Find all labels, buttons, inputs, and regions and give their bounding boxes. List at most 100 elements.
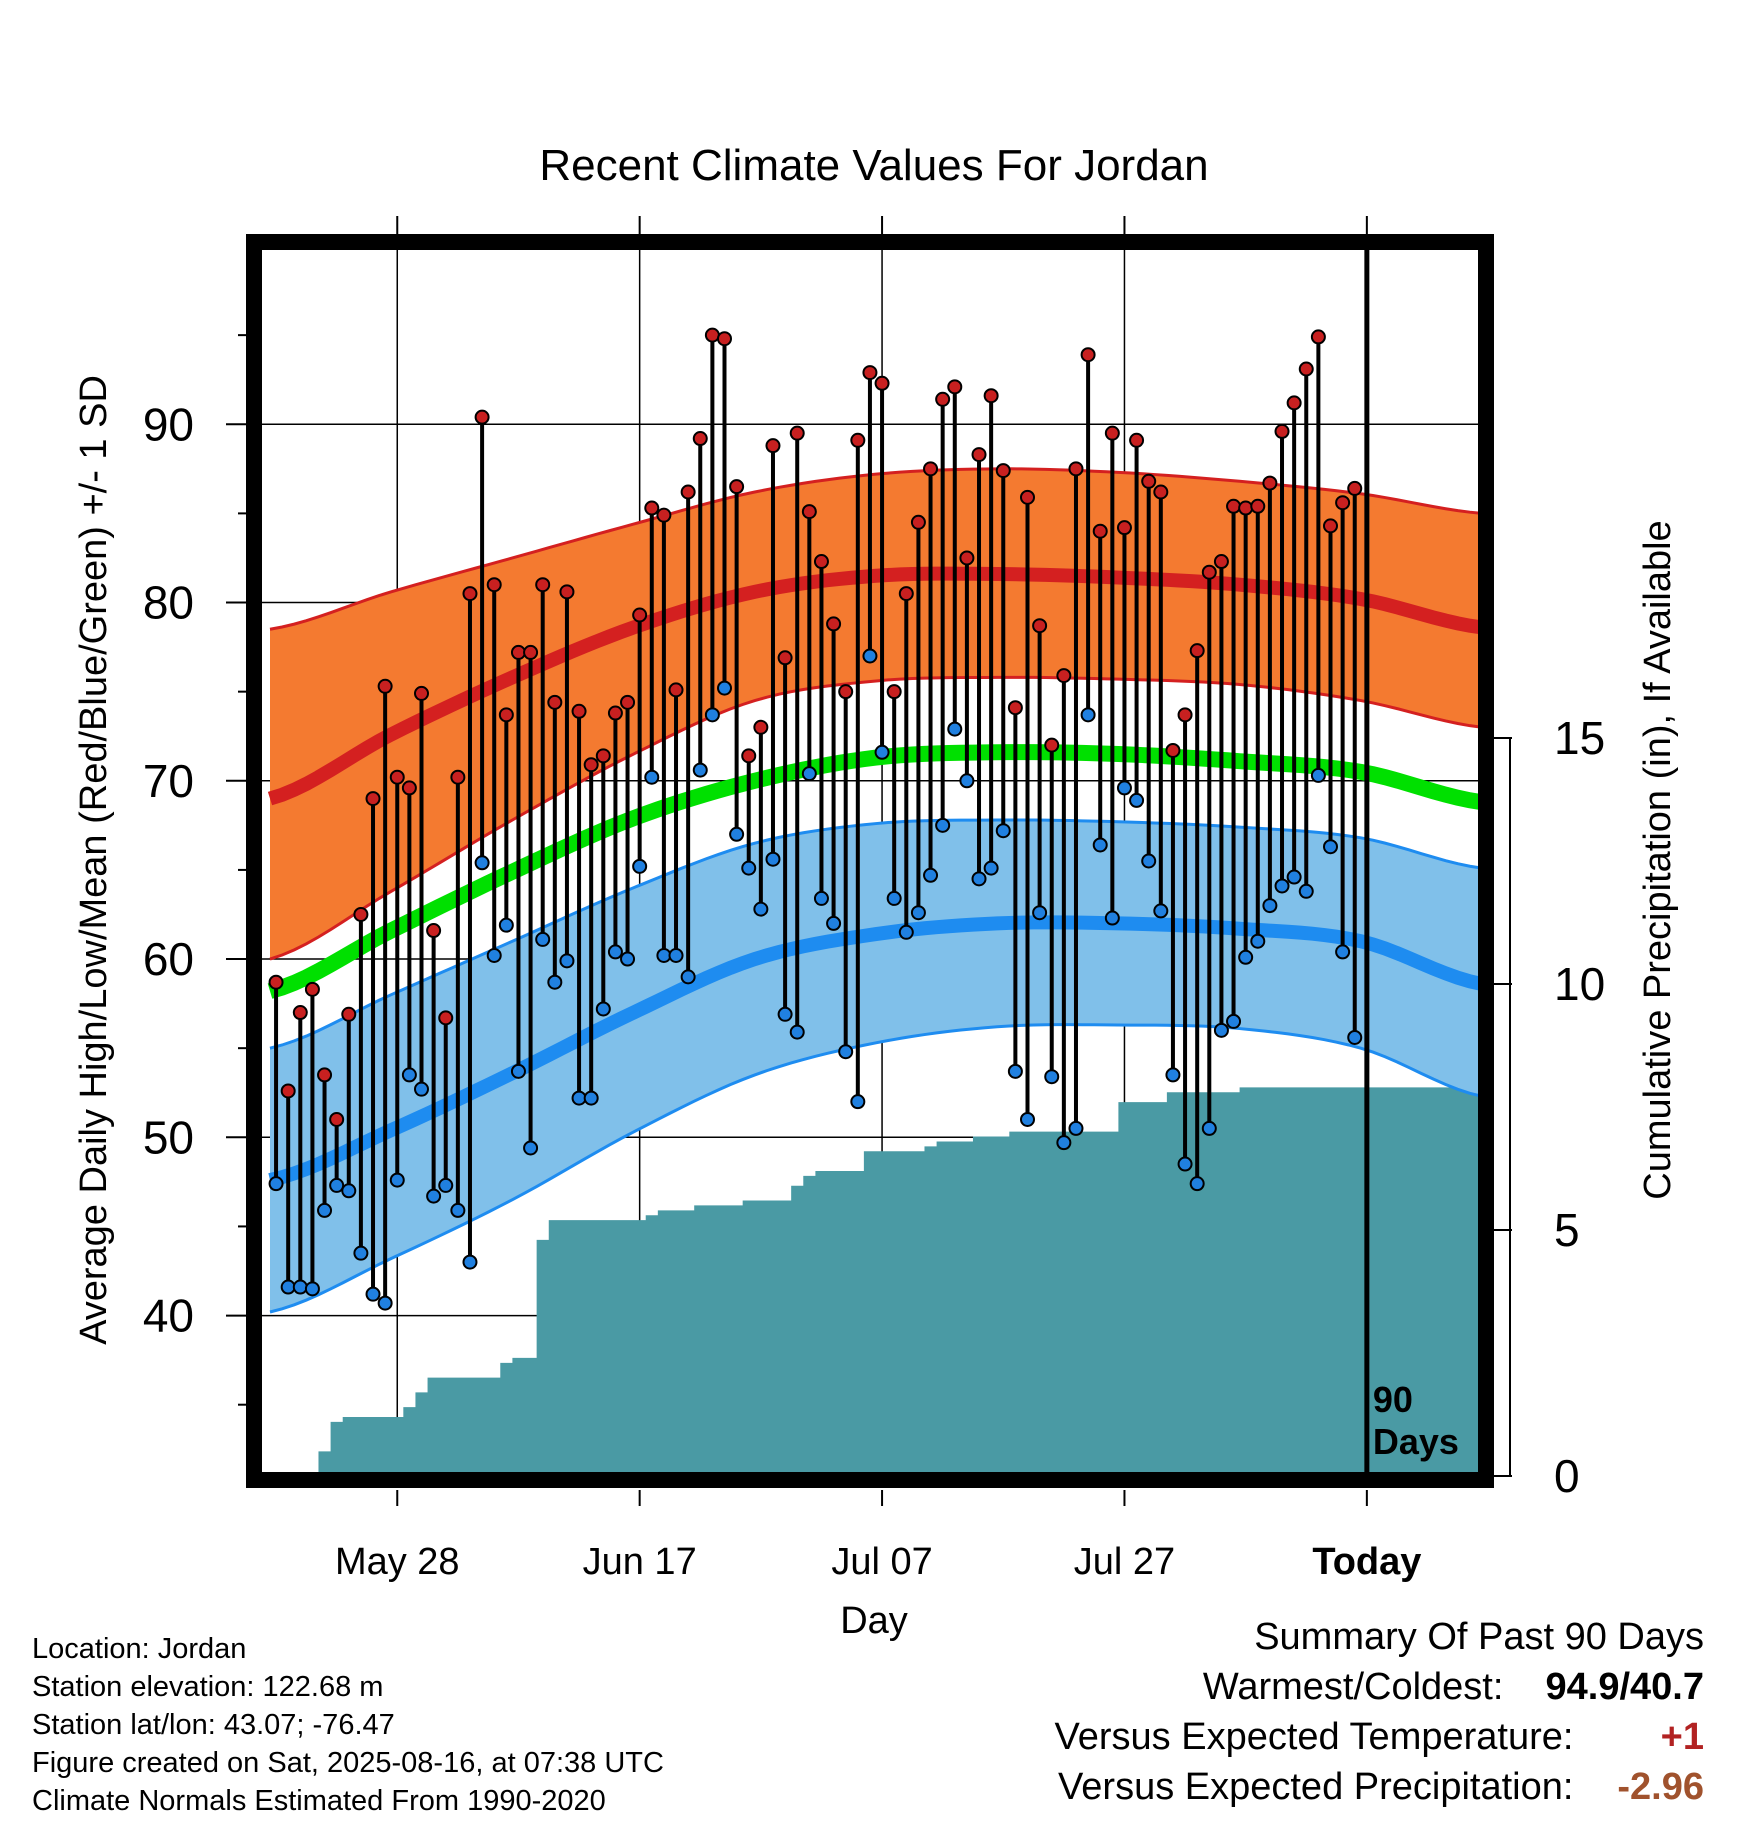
daily-high-point	[1298, 361, 1314, 377]
chart-title: Recent Climate Values For Jordan	[539, 141, 1208, 190]
daily-low-point	[656, 947, 672, 963]
daily-high-point	[692, 431, 708, 447]
daily-low-point	[1347, 1029, 1363, 1045]
daily-low-point	[583, 1090, 599, 1106]
daily-low-point	[317, 1202, 333, 1218]
daily-high-point	[462, 586, 478, 602]
daily-low-point	[450, 1202, 466, 1218]
summary-warm-cold-label: Warmest/Coldest:	[1202, 1666, 1504, 1708]
daily-high-point	[813, 554, 829, 570]
daily-high-point	[268, 974, 284, 990]
normal-high-line	[267, 566, 1482, 806]
daily-low-point	[886, 890, 902, 906]
daily-high-point	[365, 791, 381, 807]
plot-frame	[246, 234, 1494, 1488]
daily-high-point	[1044, 737, 1060, 753]
y-tick-label: 50	[143, 1111, 194, 1163]
daily-high-point	[1226, 498, 1242, 514]
info-created: Figure created on Sat, 2025-08-16, at 07…	[32, 1747, 664, 1779]
summary-precipitation: Versus Expected Precipitation: -2.96	[1055, 1762, 1704, 1812]
daily-low-point	[559, 953, 575, 969]
daily-low-point	[571, 1090, 587, 1106]
daily-high-point	[559, 584, 575, 600]
daily-high-point	[680, 484, 696, 500]
daily-low-point	[729, 826, 745, 842]
daily-high-point	[1165, 742, 1181, 758]
daily-low-point	[1153, 903, 1169, 919]
daily-values-layer	[268, 327, 1363, 1311]
daily-low-point	[498, 917, 514, 933]
daily-high-point	[1238, 500, 1254, 516]
daily-low-point	[838, 1044, 854, 1060]
daily-high-point	[1141, 473, 1157, 489]
daily-low-point	[280, 1279, 296, 1295]
daily-low-point	[1044, 1069, 1060, 1085]
daily-low-point	[983, 860, 999, 876]
daily-high-point	[1213, 554, 1229, 570]
precipitation-area-layer	[270, 1087, 1482, 1476]
daily-low-point	[862, 648, 878, 664]
daily-high-point	[838, 684, 854, 700]
daily-high-point	[280, 1083, 296, 1099]
daily-low-point	[607, 944, 623, 960]
daily-high-point	[1068, 461, 1084, 477]
daily-high-point	[801, 504, 817, 520]
daily-high-point	[644, 500, 660, 516]
daily-high-point	[583, 757, 599, 773]
daily-low-point	[1201, 1120, 1217, 1136]
daily-low-point	[1262, 898, 1278, 914]
daily-high-point	[741, 748, 757, 764]
daily-high-point	[389, 769, 405, 785]
daily-high-point	[1310, 329, 1326, 345]
daily-high-point	[704, 327, 720, 343]
daily-low-point	[753, 901, 769, 917]
y2-tick-label: 10	[1554, 958, 1605, 1010]
station-info: Location: Jordan Station elevation: 122.…	[32, 1630, 664, 1820]
summary-panel: Summary Of Past 90 Days Warmest/Coldest:…	[1055, 1612, 1704, 1812]
daily-high-point	[1104, 425, 1120, 441]
daily-high-point	[850, 432, 866, 448]
summary-precip-value: -2.96	[1617, 1766, 1704, 1808]
daily-high-point	[1262, 475, 1278, 491]
daily-low-point	[401, 1067, 417, 1083]
normal-low-band	[270, 819, 1482, 1312]
daily-high-point	[874, 375, 890, 391]
daily-low-point	[704, 707, 720, 723]
daily-high-point	[1080, 347, 1096, 363]
daily-low-point	[971, 871, 987, 887]
daily-high-point	[341, 1006, 357, 1022]
today-days-label: 90	[1373, 1379, 1413, 1420]
daily-low-point	[1068, 1120, 1084, 1136]
daily-low-point	[777, 1006, 793, 1022]
daily-high-point	[1335, 495, 1351, 511]
summary-warm-cold: Warmest/Coldest: 94.9/40.7	[1055, 1662, 1704, 1712]
daily-low-point	[850, 1094, 866, 1110]
y-tick-label: 40	[143, 1290, 194, 1342]
daily-high-point	[1323, 518, 1338, 534]
daily-low-point	[1177, 1156, 1193, 1172]
daily-high-point	[971, 447, 987, 463]
daily-high-point	[1007, 700, 1023, 716]
daily-high-point	[656, 507, 672, 523]
daily-low-point	[668, 947, 684, 963]
daily-low-point	[523, 1140, 539, 1156]
daily-high-point	[401, 780, 417, 796]
daily-low-point	[1104, 910, 1120, 926]
info-location: Location: Jordan	[32, 1633, 247, 1665]
daily-low-point	[1007, 1063, 1023, 1079]
daily-low-point	[1129, 792, 1145, 808]
daily-low-point	[595, 1001, 611, 1017]
daily-low-point	[292, 1279, 308, 1295]
daily-high-point	[886, 684, 902, 700]
daily-low-point	[353, 1245, 369, 1261]
summary-title: Summary Of Past 90 Days	[1254, 1616, 1704, 1658]
daily-high-point	[983, 388, 999, 404]
daily-low-point	[474, 855, 490, 871]
daily-low-point	[1323, 839, 1338, 855]
daily-low-point	[1141, 853, 1157, 869]
daily-high-point	[717, 331, 732, 347]
daily-low-point	[789, 1024, 805, 1040]
daily-high-point	[1177, 707, 1193, 723]
daily-low-point	[547, 974, 563, 990]
